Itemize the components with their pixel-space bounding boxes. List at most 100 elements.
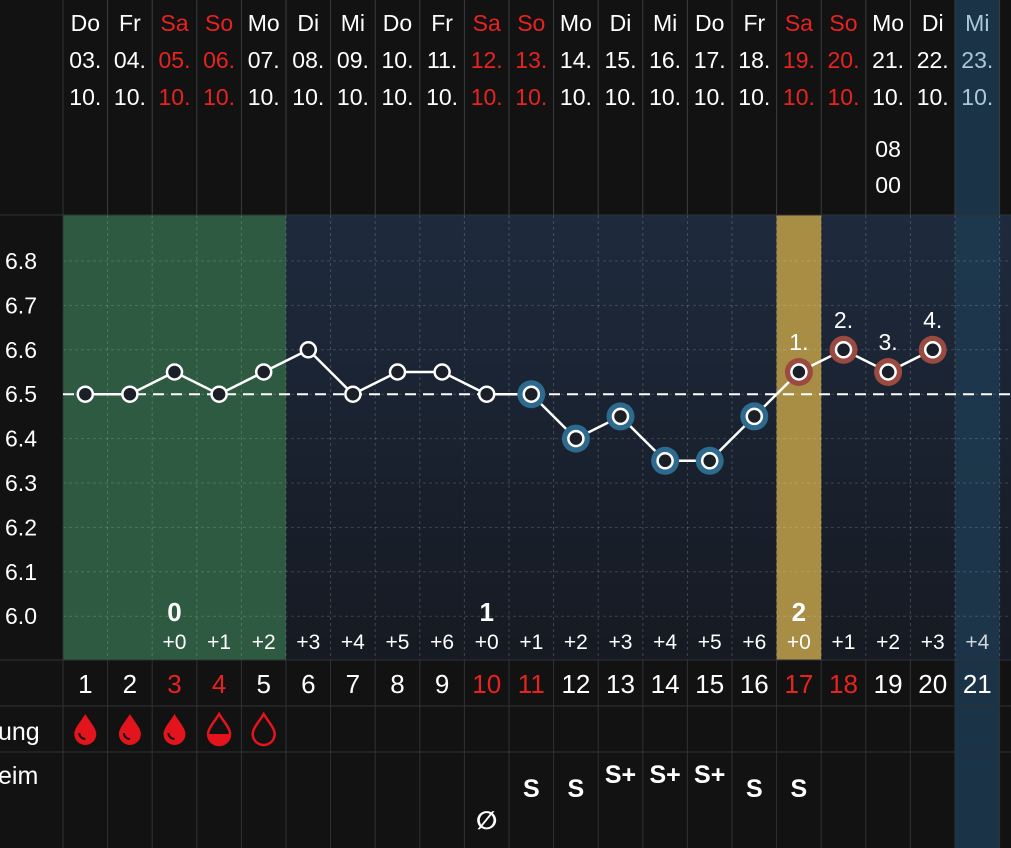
temperature-point — [165, 363, 184, 381]
header-weekday: Mo — [872, 10, 904, 36]
temperature-point — [210, 385, 228, 403]
day-counter: +0 — [787, 631, 811, 654]
header-month: 10. — [471, 84, 503, 110]
day-counter: +3 — [609, 631, 633, 654]
temperature-point — [656, 452, 674, 470]
day-counter: +2 — [252, 631, 276, 654]
cycle-day-number: 12 — [561, 669, 590, 699]
temperature-point — [344, 385, 362, 403]
day-counter: +2 — [564, 631, 588, 654]
cycle-day-number: 1 — [78, 669, 92, 699]
phase-marker: 2 — [792, 597, 806, 627]
header-weekday: Mi — [653, 10, 677, 36]
day-counter: +6 — [742, 631, 766, 654]
header-month: 10. — [159, 84, 191, 110]
day-counter: +0 — [163, 631, 187, 654]
y-tick-label: 6.6 — [5, 337, 37, 363]
cycle-day-number: 2 — [123, 669, 137, 699]
high-point-label: 1. — [789, 329, 808, 355]
phase-marker: 0 — [167, 597, 181, 627]
cycle-day-number: 21 — [963, 669, 992, 699]
header-month: 10. — [872, 84, 904, 110]
header-month: 10. — [248, 84, 280, 110]
band-period — [63, 215, 286, 660]
header-weekday: Mo — [560, 10, 592, 36]
header-month: 10. — [649, 84, 681, 110]
header-month: 10. — [828, 84, 860, 110]
temperature-point — [433, 363, 451, 381]
day-counter: +4 — [341, 631, 365, 654]
header-day: 09. — [337, 47, 369, 73]
header-day: 14. — [560, 47, 592, 73]
cycle-day-number: 4 — [212, 669, 226, 699]
temperature-point — [834, 341, 853, 359]
mucus-entry: S — [791, 775, 808, 803]
header-day: 20. — [828, 47, 860, 73]
header-month: 10. — [69, 84, 101, 110]
day-counter: +3 — [921, 631, 945, 654]
header-day: 19. — [783, 47, 815, 73]
header-day: 08. — [292, 47, 324, 73]
date-header: Do 03. 10. Fr 04. 10. Sa 05. 10. So 06. 10. Mo 07. 10.… — [69, 10, 993, 198]
y-tick-label: 6.7 — [5, 292, 37, 318]
temperature-point — [76, 385, 95, 403]
y-tick-label: 6.4 — [5, 426, 37, 452]
header-month: 10. — [114, 84, 146, 110]
header-day: 21. — [872, 47, 904, 73]
y-axis: 6.8 6.7 6.6 6.5 6.4 6.3 6.2 6.1 6.0 — [5, 248, 37, 629]
day-counter: +1 — [832, 631, 856, 654]
header-weekday: So — [829, 10, 857, 36]
header-day: 06. — [203, 47, 235, 73]
y-tick-label: 6.0 — [5, 603, 37, 629]
y-tick-label: 6.3 — [5, 470, 37, 496]
header-weekday: Di — [297, 10, 319, 36]
mucus-entry: S — [523, 775, 540, 803]
header-weekday: Sa — [160, 10, 188, 36]
cycle-day-number: 7 — [346, 669, 360, 699]
y-tick-label: 6.8 — [5, 248, 37, 274]
temperature-point — [790, 363, 808, 381]
day-counter: +5 — [698, 631, 722, 654]
header-day: 12. — [471, 47, 503, 73]
day-counters: +0+1+2+3+4+5+6+0+1+2+3+4+5+6+0+1+2+3+4+0… — [163, 597, 990, 654]
mucus-entry: S+ — [605, 761, 636, 789]
mucus-row-label: eim — [0, 762, 38, 790]
header-weekday: Mi — [965, 10, 989, 36]
temperature-point — [923, 341, 942, 359]
header-month: 10. — [783, 84, 815, 110]
header-weekday: Do — [383, 10, 412, 36]
header-time-hours: 08 — [875, 136, 901, 162]
header-day: 05. — [159, 47, 191, 73]
header-day: 10. — [382, 47, 414, 73]
header-weekday: Fr — [743, 10, 765, 36]
high-point-label: 4. — [923, 307, 942, 333]
phase-marker: 1 — [479, 597, 493, 627]
blood-drop-full-icon — [163, 714, 186, 745]
day-counter: +4 — [965, 631, 989, 654]
mucus-entry: S+ — [694, 761, 725, 789]
header-month: 10. — [738, 84, 770, 110]
temperature-point — [522, 385, 541, 403]
temperature-line: 1. 2. 3. 4. — [76, 307, 947, 475]
mucus-none-symbol: ∅ — [476, 807, 497, 835]
blood-drop-full-icon — [118, 714, 141, 745]
header-day: 22. — [917, 47, 949, 73]
header-month: 10. — [917, 84, 949, 110]
mucus-entry: S — [568, 775, 585, 803]
header-day: 03. — [69, 47, 101, 73]
header-month: 10. — [292, 84, 324, 110]
day-counter: +2 — [876, 631, 900, 654]
temperature-point — [745, 407, 764, 426]
cycle-day-number: 9 — [435, 669, 449, 699]
header-weekday: Sa — [473, 10, 501, 36]
band-ovulation — [776, 215, 822, 660]
y-tick-label: 6.5 — [5, 381, 37, 407]
blood-drop-empty-icon — [251, 711, 276, 747]
mucus-entry: S — [746, 775, 763, 803]
header-month: 10. — [203, 84, 235, 110]
cycle-day-number: 15 — [695, 669, 724, 699]
header-weekday: Mo — [248, 10, 280, 36]
header-month: 10. — [382, 84, 414, 110]
